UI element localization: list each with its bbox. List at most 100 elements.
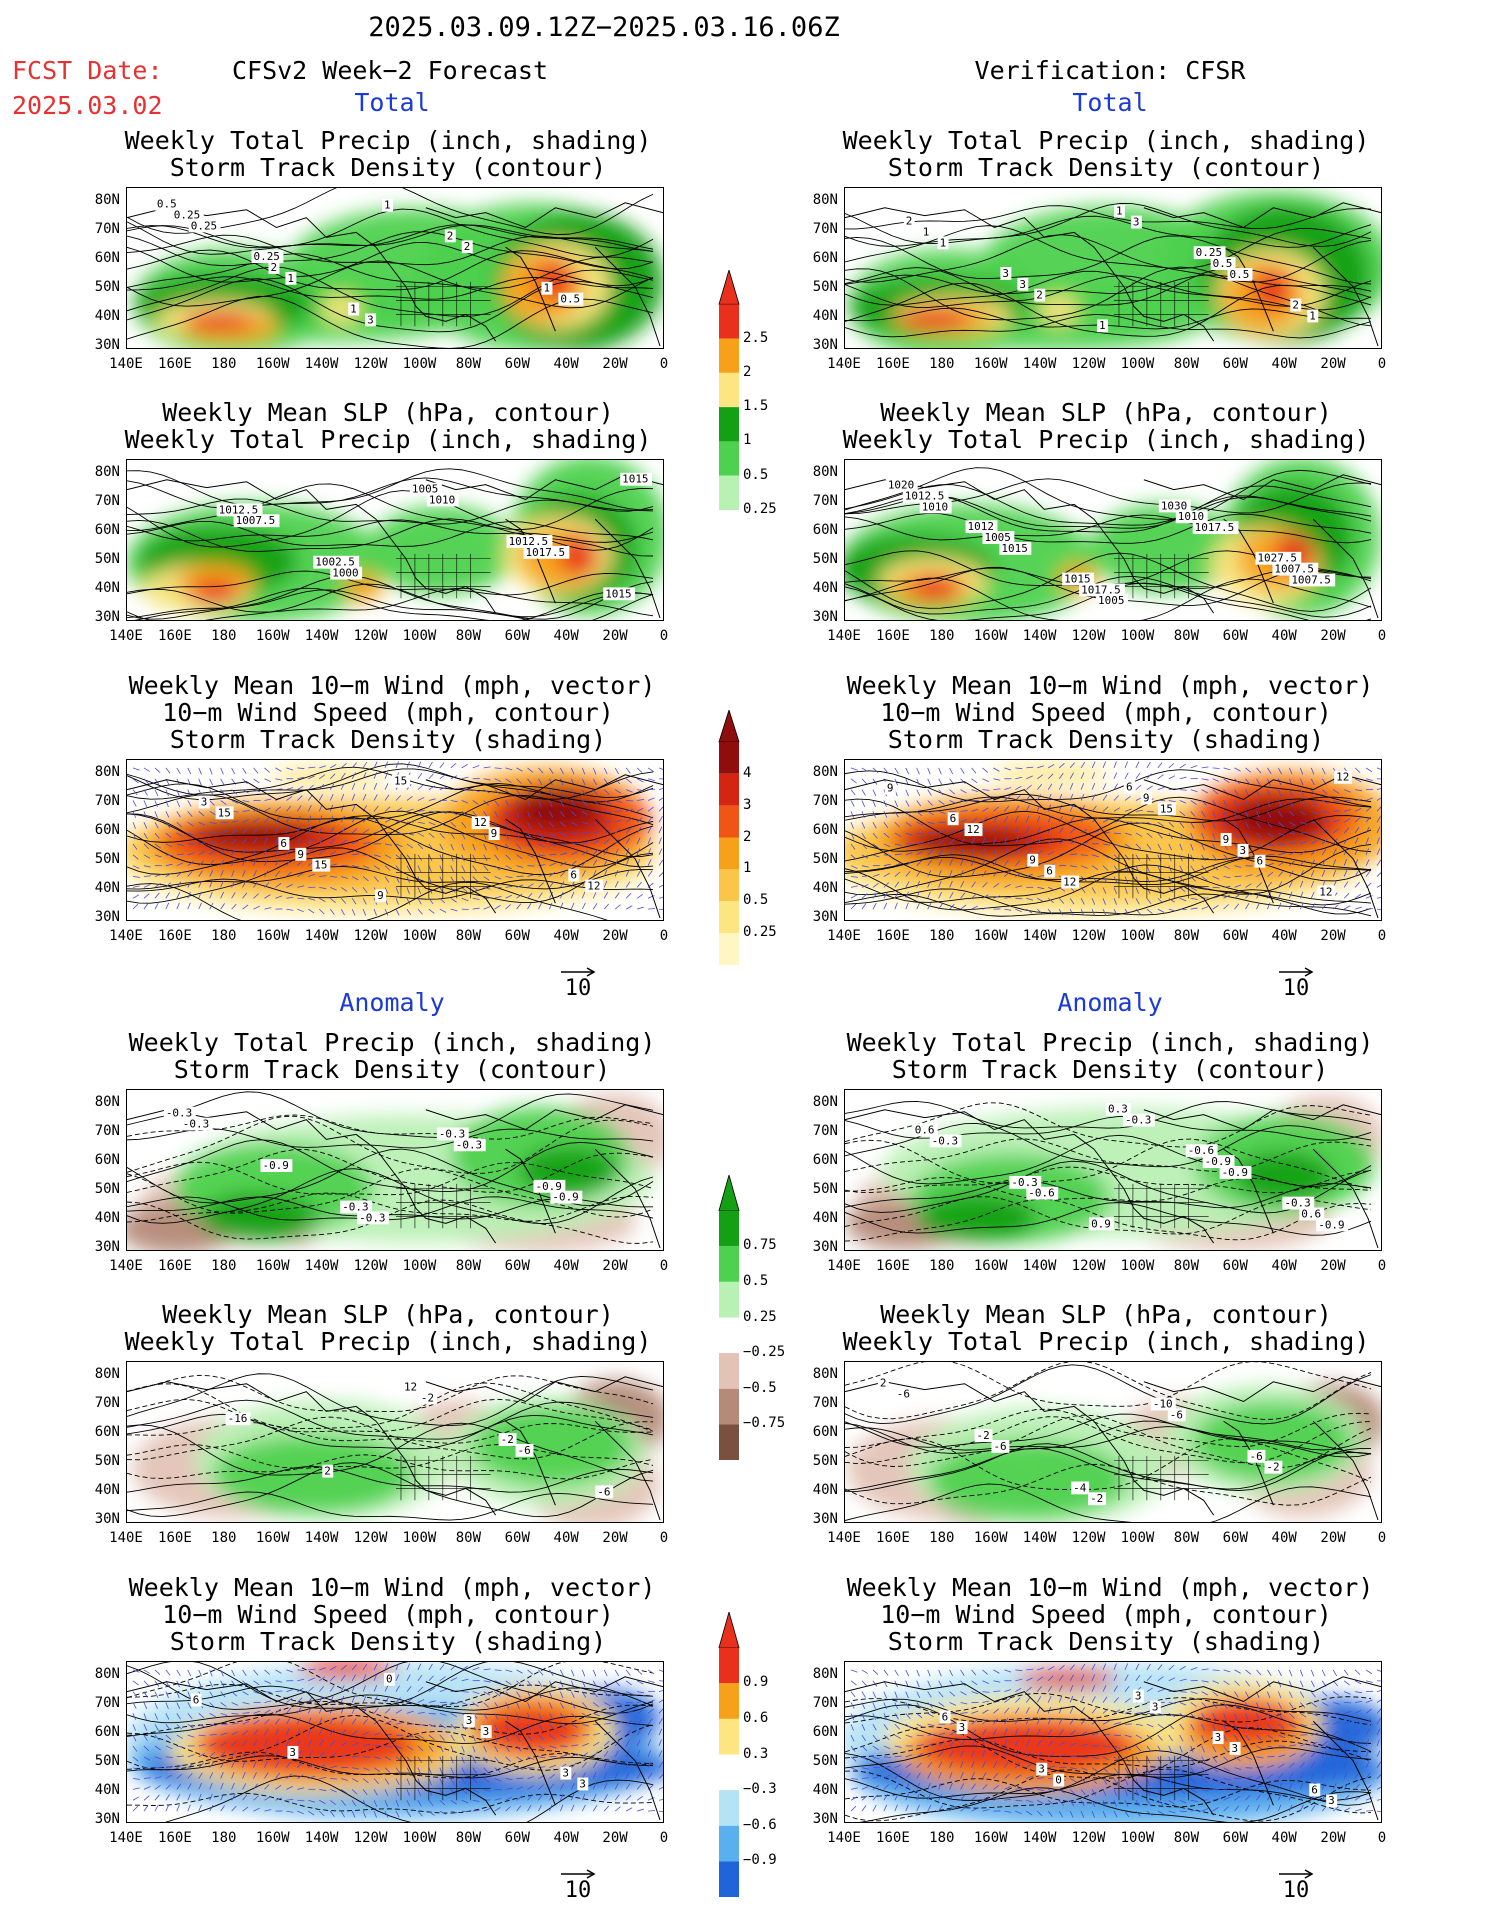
contour-line	[845, 796, 1372, 853]
wind-vector	[1310, 859, 1316, 866]
contour-line	[845, 225, 1372, 269]
wind-vector	[1015, 815, 1019, 823]
contour-line	[127, 1192, 654, 1223]
wind-vector	[373, 1800, 378, 1807]
contour-label: -16	[228, 1412, 248, 1425]
wind-vector	[938, 800, 945, 805]
wind-vector	[253, 827, 259, 834]
wind-vector	[538, 1734, 544, 1741]
wind-vector	[286, 826, 290, 834]
wind-vector	[636, 1795, 644, 1801]
contour-line	[845, 313, 1372, 339]
wind-vector	[1135, 1723, 1143, 1726]
wind-vector	[242, 810, 250, 812]
wind-vector	[916, 1804, 920, 1812]
wind-vector	[428, 843, 434, 850]
wind-vector	[604, 1702, 611, 1707]
wind-vector	[927, 1691, 932, 1698]
wind-vector	[1278, 1804, 1282, 1812]
wind-vector	[1113, 1745, 1121, 1749]
contour-label: 12	[1063, 875, 1076, 888]
wind-vector	[461, 1745, 465, 1753]
contour-line	[127, 1139, 654, 1192]
wind-vector	[472, 1799, 480, 1802]
latitude-tick-label: 50N	[94, 1453, 120, 1469]
contour-label: 0.9	[1091, 1217, 1111, 1230]
coastline	[845, 779, 1095, 820]
wind-vector	[1190, 765, 1198, 769]
wind-vector	[1234, 1702, 1238, 1709]
wind-vector	[176, 789, 180, 797]
wind-vector	[1212, 1778, 1220, 1782]
wind-vector	[165, 872, 173, 877]
wind-vector	[516, 767, 523, 772]
longitude-tick-label: 140E	[827, 1830, 861, 1846]
wind-vector	[883, 854, 891, 856]
wind-vector	[351, 816, 357, 823]
wind-vector	[494, 1745, 499, 1753]
wind-vector	[614, 1761, 619, 1768]
wind-vector	[960, 1771, 964, 1779]
wind-vector	[439, 908, 447, 913]
wind-vector	[483, 887, 491, 890]
wind-vector	[1299, 891, 1304, 899]
wind-vector	[209, 891, 213, 899]
wind-vector	[461, 1734, 466, 1742]
wind-vector	[1332, 1669, 1338, 1677]
wind-vector	[1234, 1795, 1241, 1801]
wind-vector	[1048, 1666, 1055, 1671]
wind-vector	[1146, 876, 1150, 884]
shading-region	[1233, 1151, 1334, 1201]
wind-vector	[960, 1702, 968, 1705]
contour-label: 1000	[332, 567, 358, 580]
wind-vector	[1267, 1783, 1273, 1790]
wind-vector	[949, 1731, 956, 1736]
wind-vector	[253, 1739, 258, 1747]
latitude-tick-label: 30N	[94, 609, 120, 625]
wind-vector	[549, 821, 555, 828]
contour-label: -6	[993, 1440, 1006, 1453]
wind-vector	[143, 1805, 149, 1812]
latitude-tick-label: 70N	[812, 1395, 838, 1411]
wind-vector	[850, 778, 857, 784]
longitude-tick-label: 140W	[1022, 928, 1057, 944]
latitude-tick-label: 80N	[812, 464, 838, 480]
wind-vector	[949, 1722, 957, 1725]
wind-vector	[1047, 1675, 1054, 1682]
wind-vector	[264, 778, 272, 782]
contour-label: 12	[1336, 771, 1349, 784]
wind-vector	[861, 800, 866, 807]
wind-vector	[1310, 1751, 1317, 1758]
contour-line	[845, 1697, 1372, 1726]
wind-vector	[340, 839, 348, 845]
wind-vector	[971, 1750, 975, 1757]
wind-vector	[916, 832, 924, 835]
wind-vector	[993, 837, 997, 845]
wind-vector	[549, 1702, 553, 1709]
contour-line	[845, 275, 1372, 311]
wind-vector	[1058, 1674, 1064, 1681]
wind-vector	[1037, 1789, 1045, 1792]
wind-vector	[527, 778, 533, 785]
wind-vector	[883, 1756, 891, 1758]
wind-vector	[165, 821, 171, 829]
wind-vector	[1157, 876, 1162, 883]
wind-vector	[1069, 898, 1075, 905]
longitude-tick-label: 20W	[1320, 356, 1346, 372]
coastline	[1143, 1376, 1381, 1403]
wind-vector	[883, 1669, 889, 1676]
longitude-tick-label: 180	[211, 1258, 237, 1274]
wind-vector	[220, 1782, 224, 1790]
wind-vector	[647, 870, 653, 877]
wind-vector	[560, 1734, 568, 1739]
longitude-tick-label: 120W	[353, 928, 388, 944]
wind-vector	[1102, 1767, 1109, 1773]
wind-vector	[949, 789, 956, 795]
wind-vector	[242, 800, 250, 803]
wind-vector	[406, 908, 412, 916]
wind-vector	[592, 789, 598, 796]
wind-vector	[428, 1800, 434, 1807]
wind-vector	[993, 778, 1001, 781]
wind-vector	[209, 1772, 214, 1779]
wind-vector	[1321, 1761, 1326, 1768]
